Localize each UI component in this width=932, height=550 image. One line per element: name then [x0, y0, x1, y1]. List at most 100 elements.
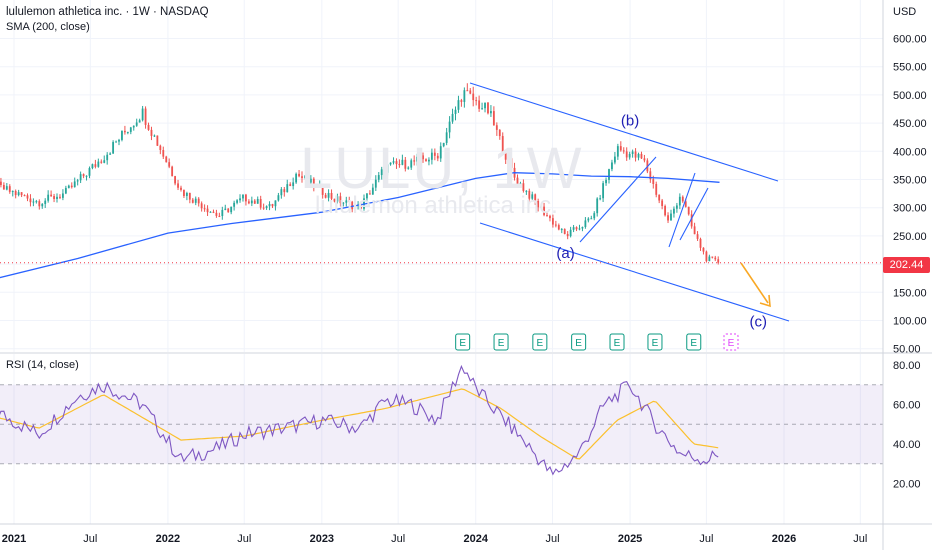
- currency-label[interactable]: USD: [893, 6, 917, 18]
- candle-body: [510, 158, 513, 168]
- price-plot: [0, 83, 883, 279]
- candle-body: [221, 209, 224, 217]
- candle-body: [138, 120, 141, 123]
- candle-body: [670, 213, 672, 221]
- candle-body: [212, 211, 215, 213]
- candle-body: [185, 193, 188, 196]
- rsi-tick-label: 60.00: [893, 400, 921, 412]
- candle-body: [327, 192, 330, 198]
- candle-body: [534, 194, 537, 201]
- candle-body: [407, 167, 410, 169]
- candle-body: [177, 183, 179, 188]
- candle-body: [389, 162, 392, 165]
- candle-body: [242, 194, 244, 199]
- candle-body: [466, 90, 469, 92]
- candle-body: [218, 215, 221, 217]
- earnings-marker: E: [609, 333, 625, 351]
- candle-body: [667, 215, 669, 221]
- candle-body: [419, 155, 421, 157]
- candle-body: [613, 156, 616, 163]
- candle-body: [634, 151, 637, 158]
- candle-body: [73, 181, 76, 188]
- candle-body: [637, 153, 640, 158]
- candle-body: [439, 146, 442, 159]
- earnings-marker-box: [647, 333, 663, 351]
- rsi-band: [0, 384, 883, 465]
- candle-body: [569, 229, 572, 237]
- candle-body: [445, 132, 448, 143]
- candle-body: [333, 198, 336, 202]
- candle-body: [699, 238, 702, 248]
- candle-body: [29, 198, 32, 203]
- candle-body: [490, 111, 492, 114]
- candle-body: [227, 208, 230, 213]
- candle-body: [711, 256, 714, 258]
- candle-body: [463, 90, 466, 102]
- candle-body: [422, 155, 424, 160]
- rsi-tick-label: 40.00: [893, 439, 921, 451]
- candle-body: [448, 121, 451, 133]
- candle-body: [97, 161, 100, 167]
- wave-a-label: (a): [556, 245, 574, 262]
- candle-body: [56, 196, 58, 199]
- candle-body: [675, 205, 678, 209]
- candle-body: [239, 198, 241, 201]
- candle-body: [625, 151, 628, 158]
- candle-body: [14, 191, 17, 196]
- earnings-marker-box: [609, 333, 625, 351]
- rsi-ma-line: [0, 388, 719, 460]
- candle-body: [428, 159, 430, 162]
- candle-body: [507, 158, 510, 160]
- sma-legend[interactable]: SMA (200, close): [6, 21, 90, 33]
- candle-body: [307, 175, 309, 183]
- candle-body: [35, 201, 38, 203]
- candle-body: [481, 108, 483, 110]
- rsi-legend[interactable]: RSI (14, close): [6, 359, 79, 371]
- rsi-line: [0, 364, 719, 476]
- candle-body: [203, 208, 206, 210]
- candle-body: [392, 161, 395, 163]
- candle-body: [44, 200, 47, 204]
- price-tick-label: 400.00: [893, 146, 927, 158]
- candle-body: [336, 196, 339, 202]
- candle-body: [693, 226, 696, 235]
- candle-body: [91, 164, 94, 169]
- candle-body: [277, 195, 280, 201]
- candle-body: [413, 160, 416, 162]
- rsi-tick-label: 20.00: [893, 479, 921, 491]
- candle-body: [504, 153, 507, 160]
- time-tick-label: 2025: [618, 533, 642, 545]
- candle-body: [315, 184, 318, 188]
- earnings-marker: E: [686, 333, 702, 351]
- candle-body: [622, 150, 625, 152]
- candle-body: [295, 173, 298, 183]
- candle-body: [475, 100, 478, 102]
- candle-body: [318, 184, 321, 186]
- candle-body: [274, 200, 277, 207]
- price-tick-label: 450.00: [893, 118, 927, 130]
- candle-body: [487, 102, 489, 114]
- candle-body: [537, 200, 540, 208]
- candle-body: [26, 195, 29, 199]
- candle-body: [162, 150, 165, 157]
- candle-body: [460, 100, 463, 102]
- candle-body: [643, 158, 646, 161]
- candle-body: [687, 206, 690, 215]
- candle-body: [292, 182, 295, 187]
- candle-body: [215, 212, 218, 216]
- candle-body: [410, 160, 413, 168]
- candle-body: [404, 159, 407, 169]
- candle-body: [575, 227, 578, 230]
- earnings-marker-label: E: [614, 338, 621, 349]
- earnings-marker-box: [455, 333, 471, 351]
- candle-body: [304, 175, 306, 179]
- candle-body: [165, 156, 168, 163]
- candle-body: [611, 162, 613, 170]
- candle-body: [578, 228, 581, 230]
- watermark-symbol: LULU, 1W: [300, 136, 584, 201]
- candle-body: [67, 185, 70, 188]
- candle-body: [605, 179, 607, 184]
- candle-body: [247, 201, 250, 204]
- chart-title[interactable]: lululemon athletica inc. · 1W · NASDAQ: [6, 6, 209, 18]
- candle-body: [144, 108, 147, 125]
